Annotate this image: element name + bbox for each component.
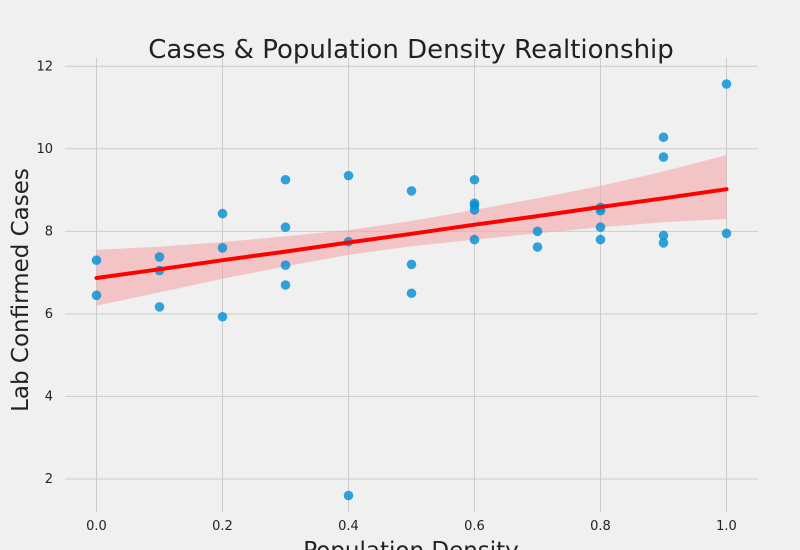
data-point [280, 174, 291, 185]
x-tick-label: 0.6 [464, 519, 485, 534]
points-layer [91, 79, 732, 501]
x-tick-label: 0.8 [590, 519, 611, 534]
data-point [280, 222, 291, 233]
data-point [343, 490, 354, 501]
y-tick-label: 8 [45, 224, 53, 239]
data-point [595, 234, 606, 245]
regression-line [94, 187, 729, 280]
data-point [217, 208, 228, 219]
x-tick-labels: 0.0 0.2 0.4 0.6 0.8 1.0 [86, 519, 737, 534]
data-point [469, 234, 480, 245]
x-tick-label: 1.0 [716, 519, 737, 534]
confidence-band-layer [96, 155, 727, 306]
chart-title: Cases & Population Density Realtionship [148, 35, 674, 65]
data-point [406, 288, 417, 299]
data-point [721, 228, 732, 239]
y-tick-label: 12 [36, 59, 53, 74]
data-point [532, 242, 543, 252]
data-point [406, 259, 417, 270]
data-point [217, 311, 228, 322]
y-tick-label: 6 [45, 307, 53, 322]
x-tick-label: 0.4 [338, 519, 359, 534]
y-tick-label: 4 [45, 389, 53, 404]
data-point [658, 152, 669, 162]
data-point [217, 243, 228, 253]
data-point [658, 230, 669, 241]
data-point [91, 290, 102, 301]
data-point [721, 79, 732, 89]
data-point [658, 132, 669, 143]
data-point [658, 238, 669, 248]
data-point [154, 252, 165, 262]
data-point [469, 205, 480, 215]
data-point [154, 302, 165, 312]
y-tick-label: 2 [45, 472, 53, 487]
data-point [595, 222, 606, 233]
data-point [280, 280, 291, 290]
data-point [91, 255, 102, 266]
data-point [406, 186, 417, 196]
x-axis-title: Population Density [303, 538, 519, 550]
y-tick-labels: 2 4 6 8 10 12 [36, 59, 53, 487]
data-point [280, 260, 291, 270]
regression-line-layer [94, 187, 729, 280]
data-point [343, 170, 354, 181]
data-point [469, 174, 480, 185]
y-axis-title: Lab Confirmed Cases [8, 168, 34, 412]
y-tick-label: 10 [36, 142, 53, 157]
confidence-band [96, 155, 727, 306]
x-tick-label: 0.2 [212, 519, 233, 534]
x-tick-label: 0.0 [86, 519, 107, 534]
data-point [532, 226, 543, 237]
grid [65, 58, 758, 512]
